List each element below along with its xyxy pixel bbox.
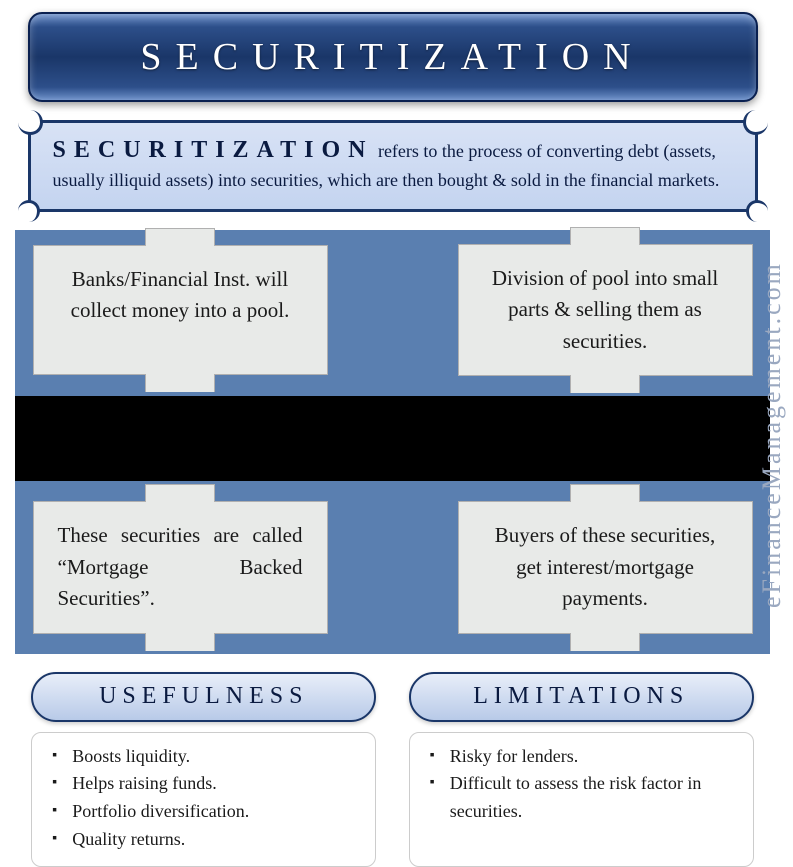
process-step-2: Division of pool into small parts & sell… <box>458 244 753 377</box>
definition-box: SECURITIZATION refers to the process of … <box>28 120 758 212</box>
process-band-upper: Banks/Financial Inst. will collect money… <box>15 230 770 397</box>
limitations-item: Risky for lenders. <box>428 743 735 771</box>
divider-band <box>15 396 770 481</box>
watermark-text: eFinanceManagement.com <box>757 45 787 825</box>
lists-row: Boosts liquidity. Helps raising funds. P… <box>15 732 770 867</box>
infographic-container: SECURITIZATION SECURITIZATION refers to … <box>15 12 770 867</box>
section-headers-row: USEFULNESS LIMITATIONS <box>15 672 770 722</box>
process-step-4-text: Buyers of these securities, get interest… <box>495 523 715 610</box>
process-step-3-text: These securities are called “Mortgage Ba… <box>58 523 303 610</box>
process-step-3: These securities are called “Mortgage Ba… <box>33 501 328 634</box>
usefulness-item: Portfolio diversification. <box>50 798 357 826</box>
definition-heading: SECURITIZATION <box>53 137 374 163</box>
usefulness-item: Quality returns. <box>50 826 357 854</box>
process-step-1-text: Banks/Financial Inst. will collect money… <box>71 267 290 323</box>
limitations-item: Difficult to assess the risk factor in s… <box>428 770 735 826</box>
arrow-left-icon <box>363 557 423 577</box>
title-banner: SECURITIZATION <box>28 12 758 102</box>
limitations-heading: LIMITATIONS <box>409 672 754 722</box>
usefulness-item: Boosts liquidity. <box>50 743 357 771</box>
process-step-4: Buyers of these securities, get interest… <box>458 501 753 634</box>
arrow-right-icon <box>363 300 423 320</box>
process-band-lower: These securities are called “Mortgage Ba… <box>15 481 770 654</box>
usefulness-heading: USEFULNESS <box>31 672 376 722</box>
limitations-list: Risky for lenders. Difficult to assess t… <box>409 732 754 867</box>
usefulness-item: Helps raising funds. <box>50 770 357 798</box>
page-title: SECURITIZATION <box>140 35 644 79</box>
process-step-1: Banks/Financial Inst. will collect money… <box>33 245 328 375</box>
process-step-2-text: Division of pool into small parts & sell… <box>492 266 718 353</box>
usefulness-list: Boosts liquidity. Helps raising funds. P… <box>31 732 376 867</box>
